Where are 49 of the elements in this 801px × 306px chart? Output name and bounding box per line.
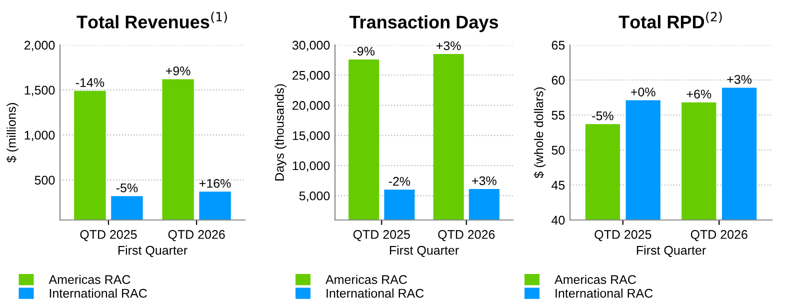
- y-tick-label: 60: [552, 76, 565, 85]
- x-tick-label: QTD 2026: [438, 230, 495, 242]
- annotation: -9%: [353, 46, 374, 56]
- x-axis-title: First Quarter: [118, 246, 188, 257]
- chart-title: Total RPD$^{(2)}$: [618, 12, 722, 28]
- legend-label: Americas RAC: [48, 274, 130, 284]
- legend-label: Americas RAC: [326, 274, 407, 284]
- x-axis-title: First Quarter: [390, 246, 459, 257]
- x-axis-title: First Quarter: [636, 246, 706, 257]
- annotation: -5%: [116, 184, 138, 192]
- legend-label: International RAC: [556, 288, 653, 298]
- x-tick-label: QTD 2026: [690, 230, 748, 242]
- y-tick-label: 5,000: [299, 191, 330, 202]
- y-axis-title: $ (whole dollars): [534, 87, 546, 178]
- annotation: +6%: [686, 90, 712, 99]
- y-tick-label: 25,000: [292, 70, 330, 82]
- x-tick-label: QTD 2026: [168, 230, 225, 242]
- x-tick-label: QTD 2025: [594, 230, 652, 242]
- y-tick-label: 1,500: [24, 86, 55, 96]
- annotation: +9%: [166, 66, 190, 76]
- annotation: -5%: [592, 111, 614, 120]
- annotation: +16%: [200, 178, 231, 188]
- y-tick-label: 1,000: [24, 130, 55, 142]
- annotation: +3%: [472, 176, 496, 186]
- y-axis-title: $ (millions): [6, 103, 18, 163]
- y-tick-label: 50: [552, 146, 565, 155]
- y-tick-label: 20,000: [292, 101, 330, 112]
- y-axis-title: Days (thousands): [274, 84, 286, 180]
- y-tick-label: 55: [552, 110, 565, 120]
- y-tick-label: 40: [552, 216, 565, 225]
- chart-title: Total Revenues$^{(1)}$: [76, 12, 227, 28]
- x-tick-label: QTD 2025: [353, 230, 410, 242]
- annotation: +3%: [436, 41, 461, 50]
- legend-label: International RAC: [50, 288, 147, 298]
- y-tick-label: 500: [34, 176, 55, 185]
- y-tick-label: 45: [552, 180, 565, 190]
- y-tick-label: 65: [552, 40, 565, 50]
- y-tick-label: 30,000: [292, 40, 330, 52]
- legend-label: Americas RAC: [554, 274, 636, 284]
- annotation: -2%: [388, 176, 410, 186]
- y-tick-label: 2,000: [24, 40, 55, 52]
- x-tick-label: QTD 2025: [80, 230, 137, 242]
- chart-title: Transaction Days: [349, 15, 498, 32]
- annotation: -14%: [76, 78, 104, 87]
- annotation: +0%: [631, 88, 656, 96]
- annotation: +3%: [727, 74, 752, 84]
- legend-label: International RAC: [326, 288, 424, 298]
- y-tick-label: 10,000: [292, 161, 330, 172]
- y-tick-label: 15,000: [292, 131, 330, 142]
